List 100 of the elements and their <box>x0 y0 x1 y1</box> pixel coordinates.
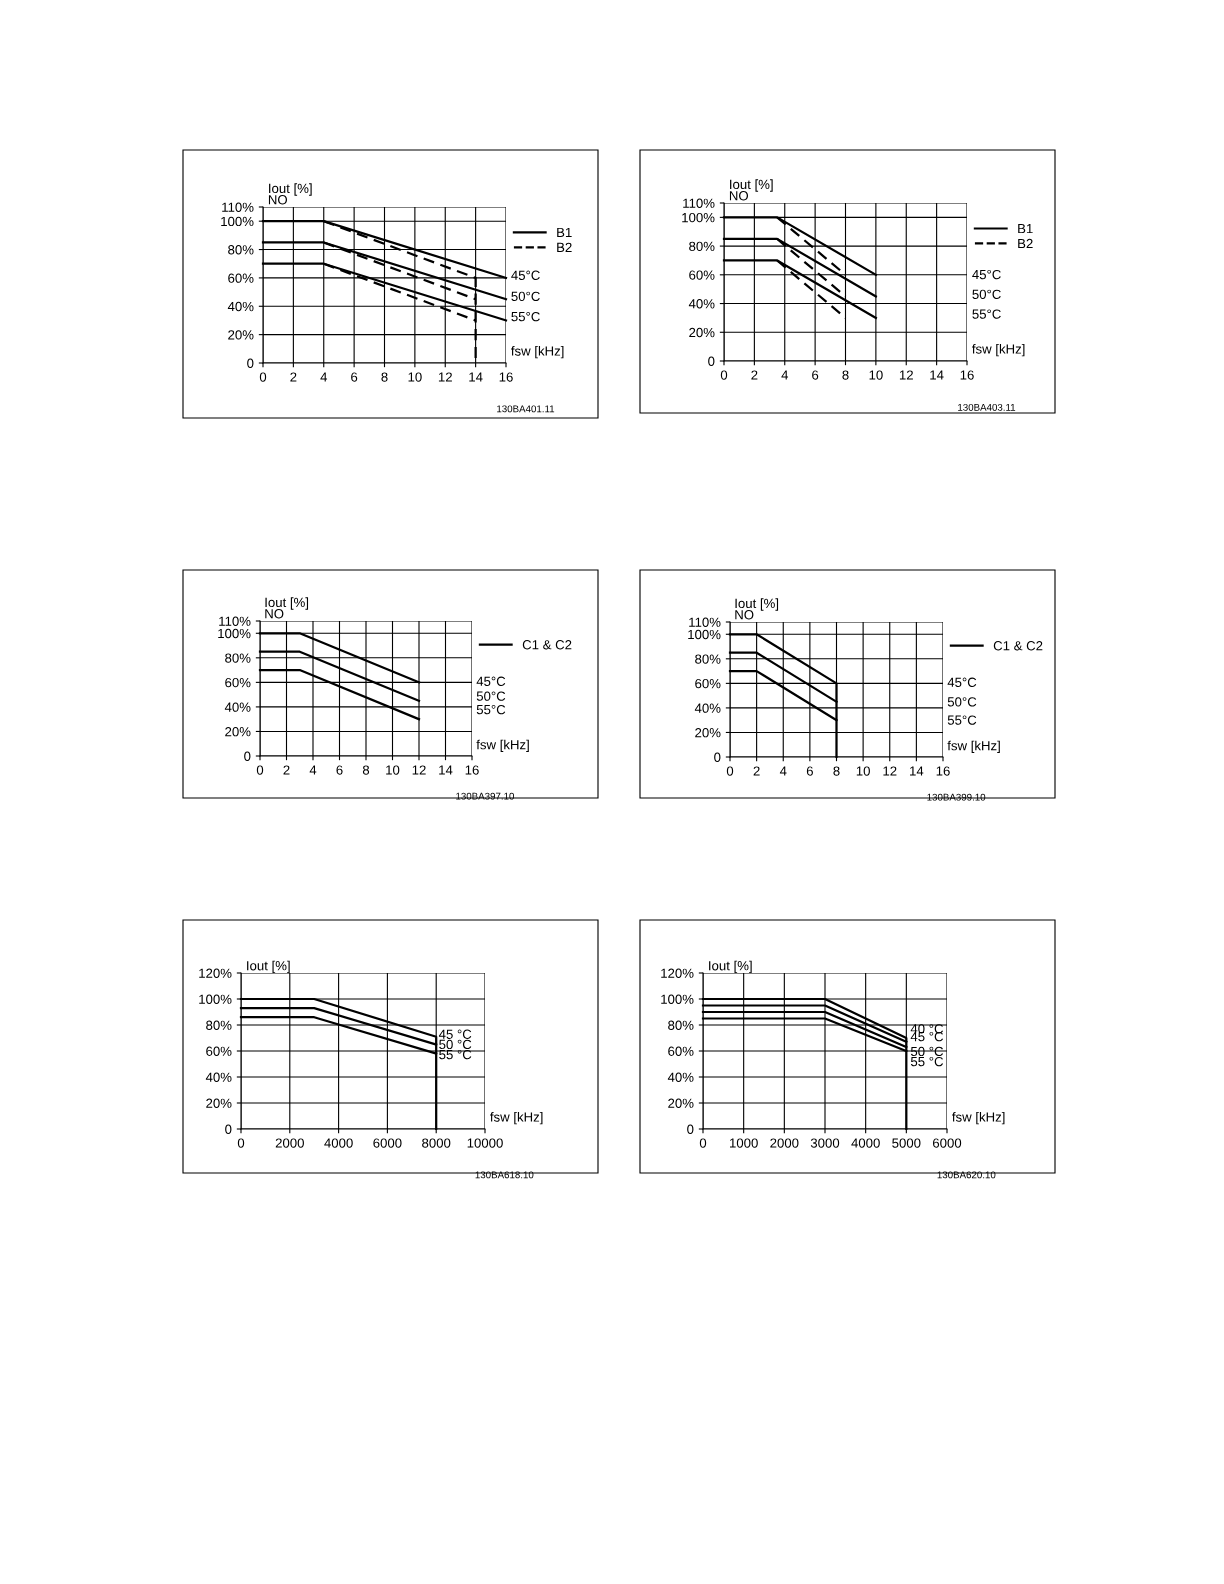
y-axis-title: Iout [%] NO <box>735 598 779 620</box>
text: 130BA397.10 <box>456 792 515 800</box>
y-tick-label: 80% <box>668 1020 694 1030</box>
y-axis-title: Iout [%] NO <box>729 179 773 201</box>
x-axis-title: fsw [kHz] <box>947 740 1000 753</box>
x-tick-label: 4000 <box>324 1138 353 1148</box>
x-tick-label: 2 <box>290 372 297 382</box>
text: 130BA620.10 <box>937 1171 996 1179</box>
x-tick-label: 12 <box>412 765 426 775</box>
x-tick-label: 2000 <box>770 1138 799 1148</box>
y-tick-label: 120% <box>661 968 694 978</box>
x-tick-label: 8000 <box>422 1138 451 1148</box>
x-tick-label: 6000 <box>373 1138 402 1148</box>
x-tick-label: 8 <box>842 370 849 380</box>
y-tick-label: 20% <box>228 330 254 340</box>
text: 55°C <box>972 309 1001 319</box>
x-tick-label: 10 <box>386 765 400 775</box>
text: 130BA399.10 <box>927 793 986 801</box>
y-tick-label: 110% <box>689 617 721 627</box>
x-tick-label: 5000 <box>892 1138 921 1148</box>
y-tick-label: 20% <box>695 728 721 738</box>
x-axis-title: fsw [kHz] <box>511 346 564 359</box>
y-axis-title: Iout [%] <box>709 960 752 973</box>
y-tick-label: 110% <box>222 202 254 212</box>
text: 45°C <box>476 676 506 686</box>
y-tick-label: 20% <box>689 327 715 338</box>
y-axis-title: Iout [%] NO <box>265 597 309 619</box>
y-tick-label: 60% <box>689 270 715 280</box>
y-tick-label: 0 <box>247 358 254 368</box>
text: 130BA401.11 <box>497 405 555 413</box>
annotation: 45 °C <box>438 1029 472 1039</box>
text: 45°C <box>947 677 977 687</box>
annotation: 45 °C <box>910 1031 944 1042</box>
x-tick-label: 2 <box>753 766 760 776</box>
text: 50°C <box>972 289 1001 299</box>
x-tick-label: 14 <box>469 372 483 382</box>
y-tick-label: 110% <box>219 616 251 626</box>
x-tick-label: 1000 <box>730 1138 758 1148</box>
text: 50°C <box>511 291 540 302</box>
x-tick-label: 8 <box>833 766 840 776</box>
y-tick-label: 110% <box>683 198 715 208</box>
legend-label: B2 <box>1018 238 1033 249</box>
x-tick-label: 4 <box>309 765 317 775</box>
legend-label: B2 <box>557 242 572 252</box>
text: 55°C <box>476 704 506 715</box>
x-tick-label: 2 <box>283 765 290 775</box>
x-tick-label: 16 <box>936 766 950 776</box>
x-tick-label: 0 <box>259 372 267 382</box>
x-tick-label: 10 <box>869 370 883 380</box>
x-tick-label: 8 <box>362 765 370 775</box>
x-tick-label: 3000 <box>810 1138 840 1148</box>
y-tick-label: 40% <box>205 1072 232 1082</box>
y-tick-label: 20% <box>668 1098 694 1108</box>
x-tick-label: 2 <box>751 370 758 380</box>
x-tick-label: 6 <box>806 766 813 776</box>
y-tick-label: 100% <box>199 994 232 1004</box>
y-tick-label: 80% <box>206 1020 232 1030</box>
y-tick-label: 40% <box>224 702 251 712</box>
legend-label: B1 <box>1018 224 1033 234</box>
y-tick-label: 100% <box>688 629 721 640</box>
x-axis-title: fsw [kHz] <box>490 1112 543 1125</box>
x-tick-label: 16 <box>960 370 974 380</box>
x-tick-label: 14 <box>930 370 944 380</box>
y-tick-label: 80% <box>695 654 721 664</box>
x-tick-label: 6 <box>351 372 358 382</box>
y-tick-label: 100% <box>218 628 251 639</box>
x-tick-label: 0 <box>256 765 264 775</box>
y-tick-label: 20% <box>206 1098 232 1108</box>
y-tick-label: 80% <box>225 653 251 663</box>
text: 130BA403.11 <box>958 403 1016 411</box>
y-axis-title: Iout [%] NO <box>268 183 312 205</box>
y-tick-label: 60% <box>206 1046 232 1056</box>
x-tick-label: 14 <box>910 766 924 776</box>
y-tick-label: 100% <box>221 216 254 227</box>
y-tick-label: 0 <box>714 752 721 762</box>
annotation: 55 °C <box>439 1049 472 1060</box>
legend-label: C1 & C2 <box>522 640 572 650</box>
y-tick-label: 40% <box>688 299 715 309</box>
x-tick-label: 10 <box>856 766 870 776</box>
y-tick-label: 100% <box>682 212 715 223</box>
x-tick-label: 10000 <box>467 1138 503 1148</box>
x-tick-label: 16 <box>499 372 513 382</box>
y-tick-label: 60% <box>228 273 254 283</box>
y-tick-label: 0 <box>244 751 251 761</box>
y-tick-label: 40% <box>227 301 254 312</box>
x-tick-label: 0 <box>720 370 728 380</box>
text: 50°C <box>476 691 506 701</box>
x-tick-label: 6 <box>336 765 343 775</box>
x-tick-label: 14 <box>439 765 453 775</box>
x-tick-label: 2000 <box>275 1138 304 1148</box>
x-tick-label: 12 <box>438 372 452 382</box>
x-tick-label: 12 <box>899 370 913 380</box>
text: 45°C <box>972 269 1001 280</box>
x-tick-label: 4 <box>781 370 789 380</box>
x-tick-label: 4 <box>779 766 787 776</box>
x-tick-label: 8 <box>381 372 388 382</box>
text: 55°C <box>511 311 540 322</box>
y-tick-label: 0 <box>687 1124 694 1134</box>
x-tick-label: 6 <box>812 370 819 380</box>
x-tick-label: 12 <box>883 766 897 776</box>
